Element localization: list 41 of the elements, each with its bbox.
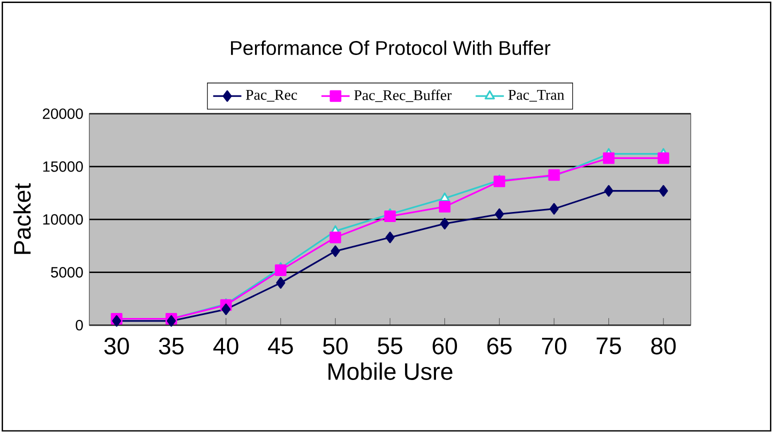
- x-tick-label: 35: [158, 337, 184, 354]
- y-tick-label: 5000: [50, 266, 83, 278]
- x-tick-label: 45: [268, 337, 293, 354]
- x-axis-title: Mobile Usre: [328, 362, 452, 380]
- point: [658, 152, 670, 164]
- point: [438, 200, 450, 212]
- x-tick-label: 80: [651, 337, 676, 354]
- point: [440, 192, 450, 202]
- x-tick-label: 70: [542, 337, 566, 354]
- y-tick-label: 0: [76, 320, 83, 330]
- point: [221, 303, 231, 315]
- point: [658, 185, 668, 197]
- x-tick-label: 30: [104, 337, 129, 354]
- legend-label: Pac_Tran: [508, 90, 564, 102]
- x-tick-label: 75: [596, 337, 621, 354]
- x-tick-label: 65: [487, 337, 512, 354]
- point: [166, 315, 176, 327]
- point: [274, 264, 286, 276]
- point: [384, 210, 396, 222]
- point: [385, 232, 395, 244]
- y-tick-label: 20000: [42, 108, 83, 119]
- y-axis-title: Packet: [13, 183, 31, 254]
- y-tick-label: 15000: [43, 161, 83, 172]
- legend-label: Pac_Rec: [246, 90, 298, 102]
- point: [604, 185, 614, 197]
- point: [440, 218, 450, 230]
- point: [602, 152, 615, 164]
- point: [112, 315, 122, 327]
- y-tick-label: 10000: [43, 214, 83, 225]
- x-tick-label: 50: [323, 337, 348, 354]
- point: [494, 208, 504, 220]
- x-tick-label: 40: [213, 337, 238, 354]
- point: [330, 232, 342, 244]
- point: [494, 175, 506, 188]
- point: [330, 245, 340, 257]
- chart-title: Performance Of Protocol With Buffer: [231, 40, 550, 55]
- x-tick-label: 55: [378, 337, 402, 354]
- point: [276, 276, 286, 289]
- point: [550, 202, 559, 215]
- x-tick-label: 60: [432, 337, 458, 354]
- legend-label: Pac_Rec_Buffer: [354, 89, 452, 102]
